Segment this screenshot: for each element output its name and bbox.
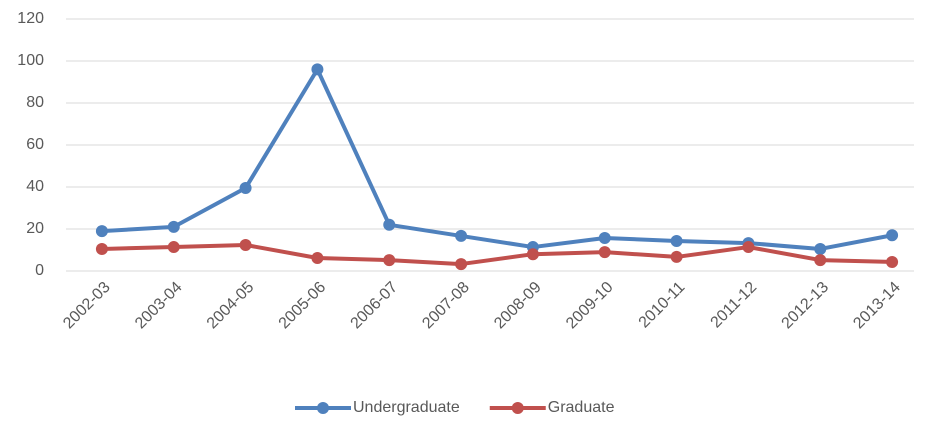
legend-marker (511, 402, 524, 414)
data-point (742, 241, 755, 254)
y-tick-label: 20 (26, 220, 44, 237)
x-tick-label: 2013-14 (850, 279, 904, 333)
data-point (311, 251, 324, 264)
x-tick-label: 2005-06 (276, 279, 330, 333)
x-tick-label: 2006-07 (348, 279, 402, 333)
x-tick-label: 2004-05 (204, 279, 258, 333)
data-point (167, 220, 180, 233)
y-tick-label: 60 (26, 136, 44, 153)
data-point (383, 218, 396, 231)
x-tick-label: 2009-10 (563, 279, 617, 333)
data-point (311, 63, 324, 76)
y-tick-label: 120 (17, 10, 44, 27)
series-line (101, 242, 893, 267)
data-point (814, 254, 827, 267)
data-point (670, 250, 683, 263)
data-point (95, 225, 108, 238)
data-point (526, 248, 539, 261)
legend-label: Graduate (548, 399, 615, 416)
data-point (455, 258, 468, 271)
data-point (598, 246, 611, 259)
data-point (383, 254, 396, 267)
x-tick-label: 2012-13 (779, 279, 833, 333)
legend-label: Undergraduate (353, 399, 460, 416)
data-point (167, 241, 180, 254)
legend-item: Undergraduate (295, 399, 460, 416)
data-point (670, 234, 683, 247)
y-tick-label: 40 (26, 178, 44, 195)
data-point (455, 229, 468, 242)
x-tick-label: 2010-11 (636, 279, 689, 332)
x-tick-label: 2003-04 (132, 279, 186, 333)
legend-item: Graduate (489, 399, 615, 416)
data-point (886, 255, 899, 268)
data-point (814, 242, 827, 255)
data-point (598, 232, 611, 245)
x-tick-label: 2011-12 (708, 279, 761, 332)
x-tick-label: 2002-03 (60, 279, 114, 333)
y-tick-label: 80 (26, 94, 44, 111)
legend-marker (317, 402, 329, 414)
series-line (101, 67, 893, 251)
data-point (886, 229, 899, 242)
x-tick-label: 2008-09 (491, 279, 545, 333)
x-tick-label: 2007-08 (419, 279, 473, 333)
data-point (239, 238, 252, 251)
data-point (239, 182, 252, 195)
y-tick-label: 100 (17, 52, 44, 69)
data-point (95, 242, 108, 255)
y-tick-label: 0 (35, 262, 44, 279)
